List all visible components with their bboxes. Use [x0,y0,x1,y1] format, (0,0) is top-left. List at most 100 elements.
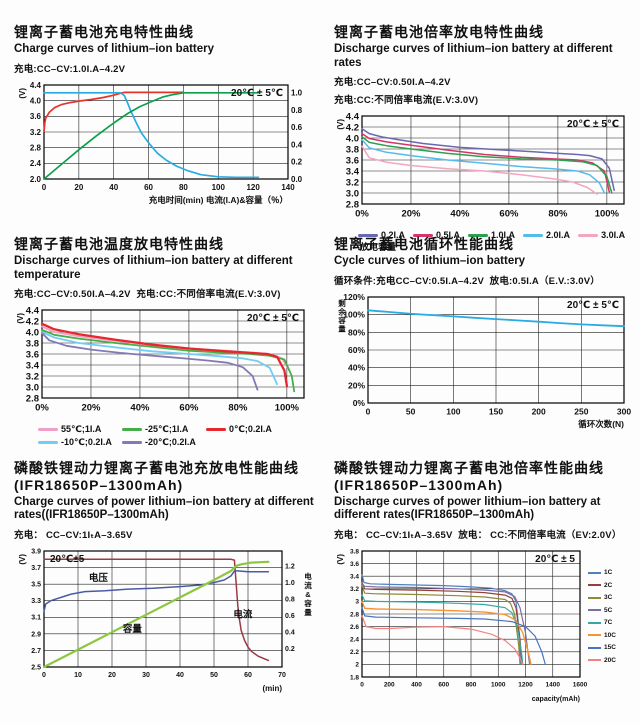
svg-text:2.0: 2.0 [30,174,42,183]
chart-title-zh: 磷酸铁锂动力锂离子蓄电池倍率性能曲线 [334,460,604,476]
svg-text:40%: 40% [450,209,470,220]
legend-swatch [588,609,601,612]
svg-text:2.8: 2.8 [30,143,42,152]
test-condition: 充电:CC–CV:1.0I.A–4.2V [14,63,126,75]
svg-text:循环次数(N): 循环次数(N) [578,419,624,429]
svg-text:10: 10 [74,672,82,679]
svg-text:(V): (V) [336,554,345,565]
x-axis-label: 放电容量 [360,242,397,253]
svg-text:容量: 容量 [122,623,143,635]
svg-text:3.2: 3.2 [346,178,359,189]
legend-label: 0℃;0.2I.A [229,424,272,435]
svg-text:2.9: 2.9 [31,631,41,638]
legend-label: 0.5I.A [436,230,461,241]
legend-item: 0.5I.A [413,230,460,240]
legend-swatch [588,596,601,599]
svg-text:3.4: 3.4 [26,361,40,372]
svg-text:3.4: 3.4 [346,167,360,178]
legend-item: 2C [588,582,616,589]
svg-text:0%: 0% [353,398,366,408]
legend-swatch [588,646,601,649]
legend-label: 3C [604,594,613,602]
chart-block-cycle-life: 锂离子蓄电池循环性能曲线 Cycle curves of lithium–ion… [320,236,640,460]
power-rate-discharge-plot: 0 200 400 600 800 1000 1200 1400 1600 3.8 3.6 3.4 3.… [336,548,588,703]
legend-swatch [588,659,601,662]
legend-label: 0.2I.A [381,230,406,241]
test-condition: 充电： CC–CV:1IₜA–3.65V [14,530,133,542]
svg-text:20%: 20% [401,209,421,220]
chart-block-charge-curves: 锂离子蓄电池充电特性曲线 Charge curves of lithium–io… [0,24,320,236]
svg-text:1400: 1400 [546,682,561,689]
legend-label: 2C [604,581,613,589]
legend-swatch [578,233,599,237]
chart-title-zh-line2: (IFR18650P–1300mAh) [334,476,504,493]
chart-block-power-charge: 磷酸铁锂动力锂离子蓄电池充放电性能曲线 (IFR18650P–1300mAh) … [0,460,320,725]
svg-text:40: 40 [109,183,118,192]
svg-text:(min): (min) [262,684,282,693]
svg-text:20℃ ± 5℃: 20℃ ± 5℃ [231,88,283,99]
svg-text:3.8: 3.8 [346,145,359,156]
legend-label: 2.0I.A [546,230,571,241]
chart-subtitle-en: Cycle curves of lithium–ion battery [334,254,526,267]
svg-text:0.4: 0.4 [285,630,295,637]
legend-item: 15C [588,644,616,651]
svg-text:3.8: 3.8 [26,339,39,350]
svg-text:(V): (V) [336,119,345,130]
svg-text:0%: 0% [355,209,369,220]
svg-text:4.4: 4.4 [30,80,42,89]
legend-item: 7C [588,619,616,626]
legend-swatch [206,428,226,432]
svg-text:200: 200 [532,406,546,416]
svg-text:电压: 电压 [89,572,109,584]
svg-text:200: 200 [384,682,395,689]
legend-swatch [358,233,378,237]
chart-subtitle-en: Charge curves of power lithium–ion batte… [14,495,314,522]
svg-text:20: 20 [108,672,116,679]
legend-item: 2.0I.A [523,230,570,240]
legend-item: 5C [588,607,616,614]
svg-text:1.2: 1.2 [285,564,295,571]
svg-text:capacity(mAh): capacity(mAh) [532,696,580,703]
svg-text:4.0: 4.0 [346,134,359,145]
svg-text:(V): (V) [16,313,25,324]
svg-text:20℃ ± 5℃: 20℃ ± 5℃ [247,313,299,324]
legend-item: 3C [588,594,616,601]
svg-text:4.4: 4.4 [26,306,40,317]
chart-subtitle-en: Discharge curves of power lithium–ion ba… [334,495,601,522]
test-condition: 充电： CC–CV:1IₜA–3.65V 放电： CC:不同倍率电流（EV:2.… [334,530,622,542]
legend-label: 5C [604,606,613,614]
svg-text:50: 50 [210,672,218,679]
svg-text:0: 0 [42,183,47,192]
svg-text:20%: 20% [81,403,101,414]
svg-text:30: 30 [142,672,150,679]
power-rate-discharge-legend: 1C 2C 3C 5C 7C 10C 15C 20C [586,543,616,664]
chart-block-power-rate-discharge: 磷酸铁锂动力锂离子蓄电池倍率性能曲线 (IFR18650P–1300mAh) D… [320,460,640,725]
legend-item: 1.0I.A [468,230,515,240]
chart-title-zh: 锂离子蓄电池循环性能曲线 [334,236,514,252]
svg-text:80: 80 [179,183,188,192]
legend-swatch [38,441,58,445]
legend-item: 0℃;0.2I.A [206,424,290,435]
svg-text:3.2: 3.2 [30,127,42,136]
legend-label: 20C [604,656,616,664]
svg-text:800: 800 [466,682,477,689]
svg-text:3.3: 3.3 [31,598,41,605]
svg-text:40%: 40% [130,403,150,414]
svg-text:1.8: 1.8 [350,674,359,681]
legend-label: 3.0I.A [601,230,626,241]
svg-text:3.8: 3.8 [350,548,359,555]
legend-item: 0.2I.A [358,230,405,240]
legend-item: 10C [588,632,616,639]
svg-text:80%: 80% [548,209,568,220]
test-condition-2: 充电:CC:不同倍率电流(E.V:3.0V) [334,95,479,107]
legend-swatch [588,584,601,587]
svg-text:量: 量 [338,323,346,333]
chart-subtitle-en: Charge curves of lithium–ion battery [14,42,215,55]
svg-text:充电时间(min) 电流(I.A)&容量（％）: 充电时间(min) 电流(I.A)&容量（％） [149,195,288,205]
svg-text:3.6: 3.6 [350,561,359,568]
svg-text:70: 70 [278,672,286,679]
legend-item: 3.0I.A [578,230,625,240]
chart-subtitle-en: Discharge curves of lithium–ion battery … [334,42,613,69]
svg-text:电流: 电流 [233,608,253,620]
